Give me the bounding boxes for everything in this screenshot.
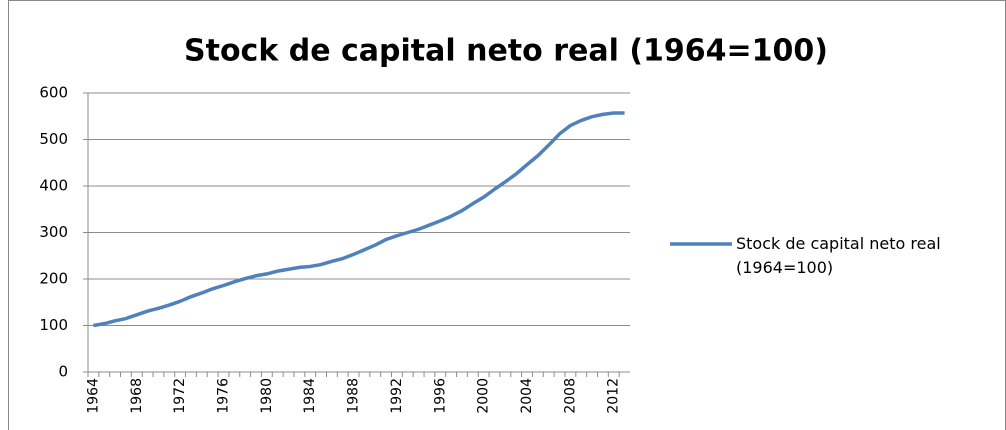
x-tick-label: 2012 [606,378,622,414]
chart-title: Stock de capital neto real (1964=100) [184,34,828,69]
x-tick-label: 2004 [519,378,535,414]
x-tick-label: 1968 [129,378,145,414]
x-tick-label: 1984 [302,378,318,414]
x-tick-label: 1992 [389,378,405,414]
legend-label: Stock de capital neto real (1964=100) [736,234,941,277]
y-tick-label: 0 [58,363,68,381]
x-tick-label: 1980 [259,378,275,414]
y-tick-label: 100 [39,316,68,334]
x-tick-label: 1988 [346,378,362,414]
x-tick-label: 2000 [476,378,492,414]
data-line [93,111,625,328]
y-tick-label: 600 [39,84,68,102]
y-tick-label: 500 [39,130,68,148]
x-tick-label: 1996 [432,378,448,414]
y-tick-label: 200 [39,270,68,288]
x-tick-label: 1976 [216,378,232,414]
x-tick-label: 1964 [85,378,101,414]
y-tick-label: 400 [39,177,68,195]
x-tick-label: 2008 [562,378,578,414]
y-tick-label: 300 [39,223,68,241]
x-tick-label: 1972 [172,378,188,414]
